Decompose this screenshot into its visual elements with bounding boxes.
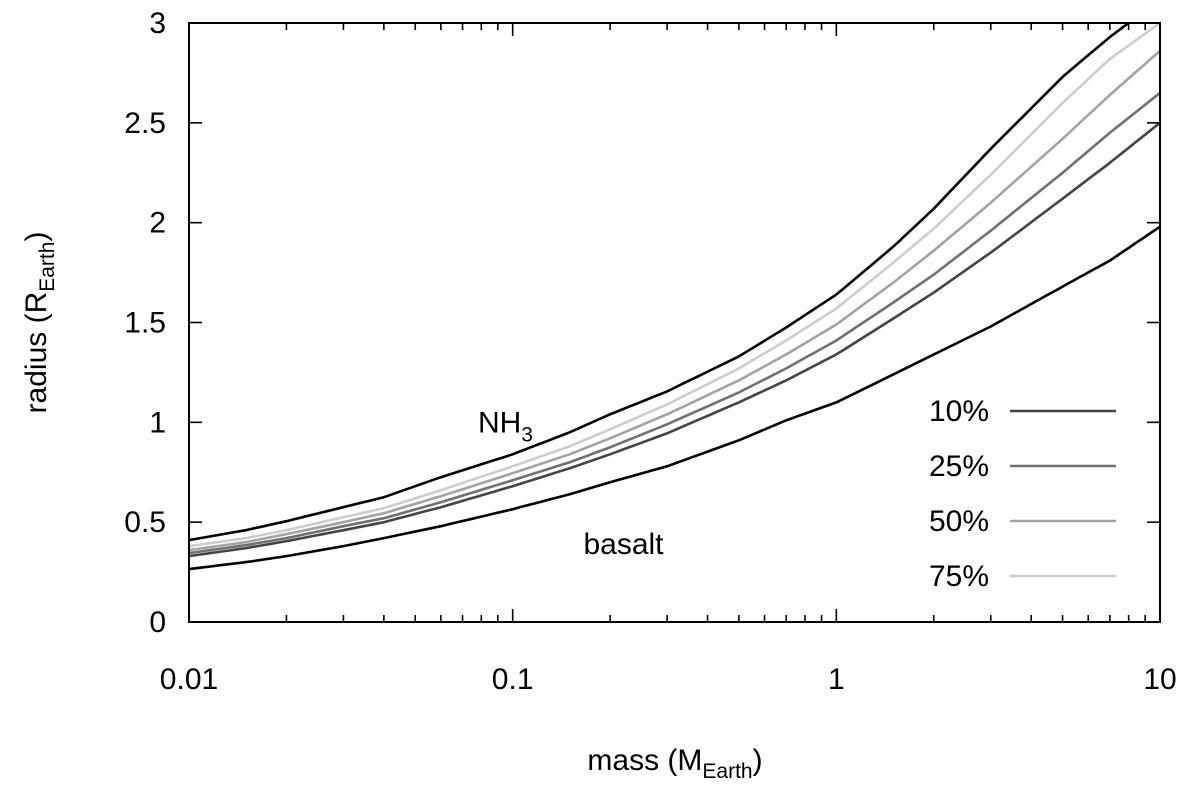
y-tick-label: 2 — [149, 207, 166, 240]
axes-layer — [188, 22, 1161, 623]
tick-labels-layer: 0.01 0.1 1 10 0 0.5 1 1.5 2 2.5 3 mass (MEarth) radi… — [20, 7, 1177, 783]
y-tick-label: 2.5 — [124, 107, 166, 140]
y-tick-label: 0.5 — [124, 506, 166, 539]
y-tick-label: 1.5 — [124, 307, 166, 340]
series-line-s50 — [189, 50, 1160, 552]
annotations-layer: NH3 basalt — [478, 406, 664, 561]
series-line-s25 — [189, 91, 1160, 555]
x-tick-label: 0.01 — [160, 663, 218, 696]
annotation-nh3: NH3 — [478, 406, 533, 446]
series-line-s75 — [189, 23, 1160, 548]
x-axis-title: mass (MEarth) — [587, 744, 762, 783]
x-tick-label: 0.1 — [492, 663, 534, 696]
legend-label-s75: 75% — [929, 560, 989, 593]
x-tick-label: 1 — [828, 663, 845, 696]
annotation-basalt: basalt — [583, 528, 664, 561]
legend: 10% 25% 50% 75% — [929, 395, 1116, 593]
legend-label-s10: 10% — [929, 395, 989, 428]
y-tick-label: 0 — [149, 606, 166, 639]
series-lines-layer — [189, 23, 1160, 571]
x-tick-label: 10 — [1143, 663, 1176, 696]
y-tick-label: 3 — [149, 7, 166, 40]
series-line-basalt — [189, 225, 1160, 571]
legend-label-s50: 50% — [929, 505, 989, 538]
series-line-s10 — [189, 121, 1160, 558]
y-axis-title: radius (REarth) — [20, 232, 59, 414]
y-tick-label: 1 — [149, 406, 166, 439]
legend-label-s25: 25% — [929, 450, 989, 483]
series-line-nh3 — [189, 23, 1130, 542]
